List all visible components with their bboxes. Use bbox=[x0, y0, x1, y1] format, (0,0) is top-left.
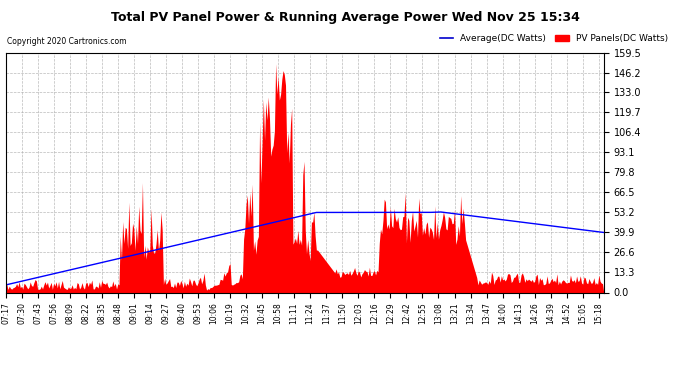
Legend: Average(DC Watts), PV Panels(DC Watts): Average(DC Watts), PV Panels(DC Watts) bbox=[436, 31, 671, 47]
Text: Total PV Panel Power & Running Average Power Wed Nov 25 15:34: Total PV Panel Power & Running Average P… bbox=[110, 11, 580, 24]
Text: Copyright 2020 Cartronics.com: Copyright 2020 Cartronics.com bbox=[7, 38, 126, 46]
